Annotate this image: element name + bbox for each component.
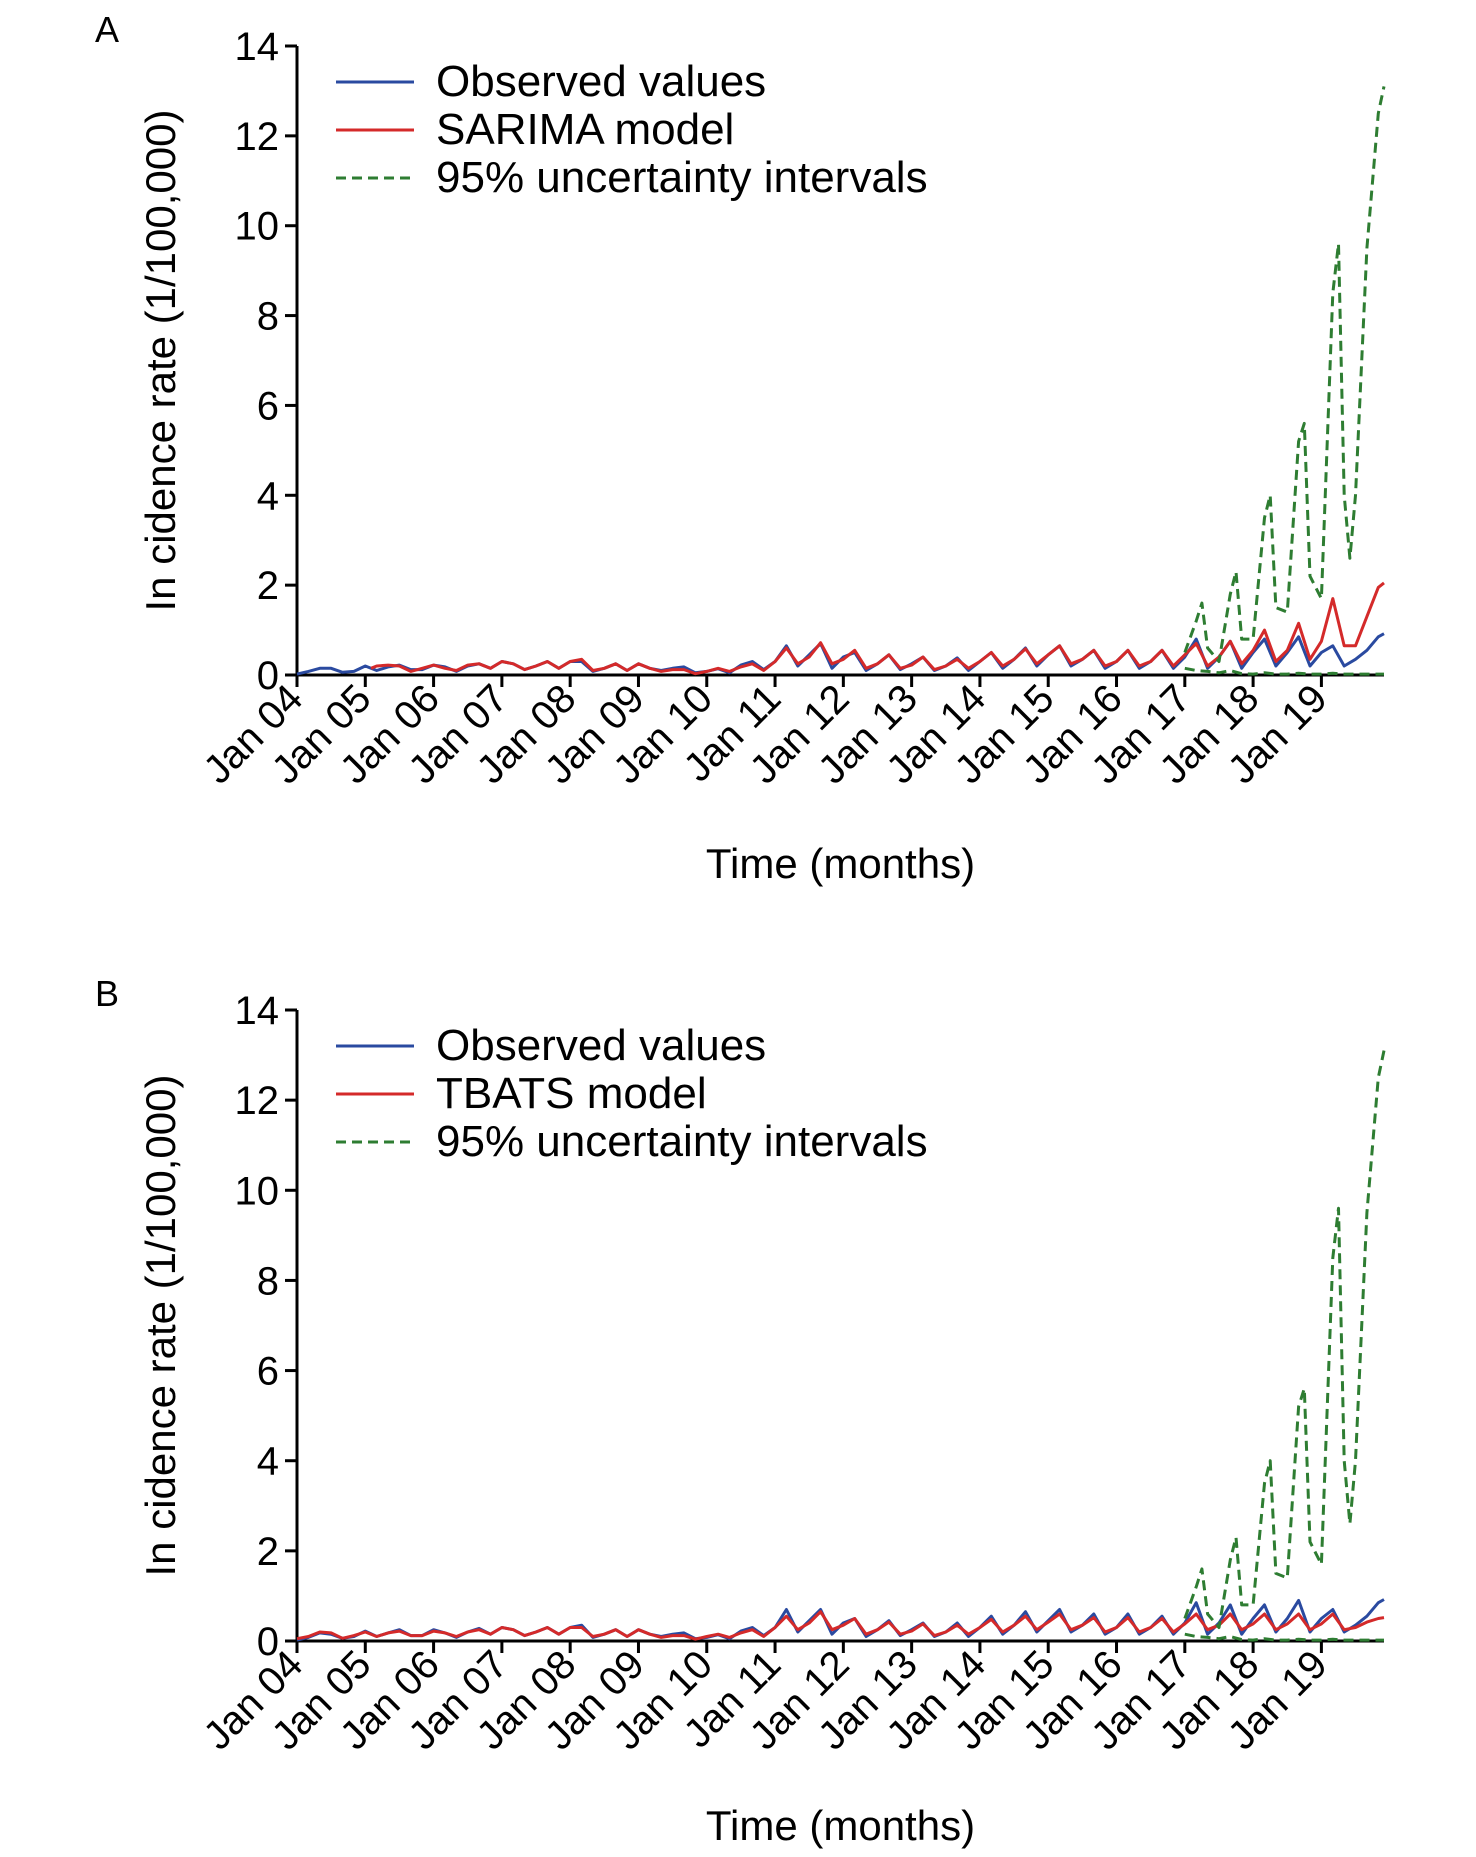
y-tick-label: 0	[257, 654, 279, 698]
y-tick-label: 0	[257, 1620, 279, 1664]
y-tick-label: 4	[257, 1440, 279, 1484]
legend-label: Observed values	[436, 57, 766, 106]
y-axis-title: In cidence rate (1/100,000)	[137, 110, 184, 612]
legend-label: 95% uncertainty intervals	[436, 1117, 928, 1166]
series-line	[370, 581, 1385, 676]
y-tick-label: 10	[235, 1169, 280, 1213]
legend-label: SARIMA model	[436, 105, 734, 154]
y-axis-title: In cidence rate (1/100,000)	[137, 1075, 184, 1577]
x-axis-title: Time (months)	[706, 840, 975, 887]
y-tick-label: 10	[235, 205, 280, 249]
y-tick-label: 4	[257, 474, 279, 518]
series-line	[1183, 86, 1386, 663]
x-axis-title: Time (months)	[706, 1802, 975, 1849]
y-tick-label: 2	[257, 1530, 279, 1574]
y-tick-label: 6	[257, 384, 279, 428]
panel-label: A	[95, 9, 119, 50]
legend-label: 95% uncertainty intervals	[436, 153, 928, 202]
series-line	[1183, 1050, 1386, 1629]
legend-label: TBATS model	[436, 1069, 707, 1118]
y-tick-label: 14	[235, 25, 280, 69]
y-tick-label: 8	[257, 295, 279, 339]
y-tick-label: 8	[257, 1259, 279, 1303]
legend-label: Observed values	[436, 1021, 766, 1070]
series-line	[1184, 666, 1384, 676]
y-tick-label: 2	[257, 564, 279, 608]
y-tick-label: 12	[235, 1079, 280, 1123]
y-tick-label: 6	[257, 1350, 279, 1394]
y-tick-label: 12	[235, 115, 280, 159]
panel-label: B	[95, 973, 119, 1014]
y-tick-label: 14	[235, 989, 280, 1033]
series-line	[296, 1610, 1385, 1641]
series-line	[1184, 1632, 1384, 1642]
